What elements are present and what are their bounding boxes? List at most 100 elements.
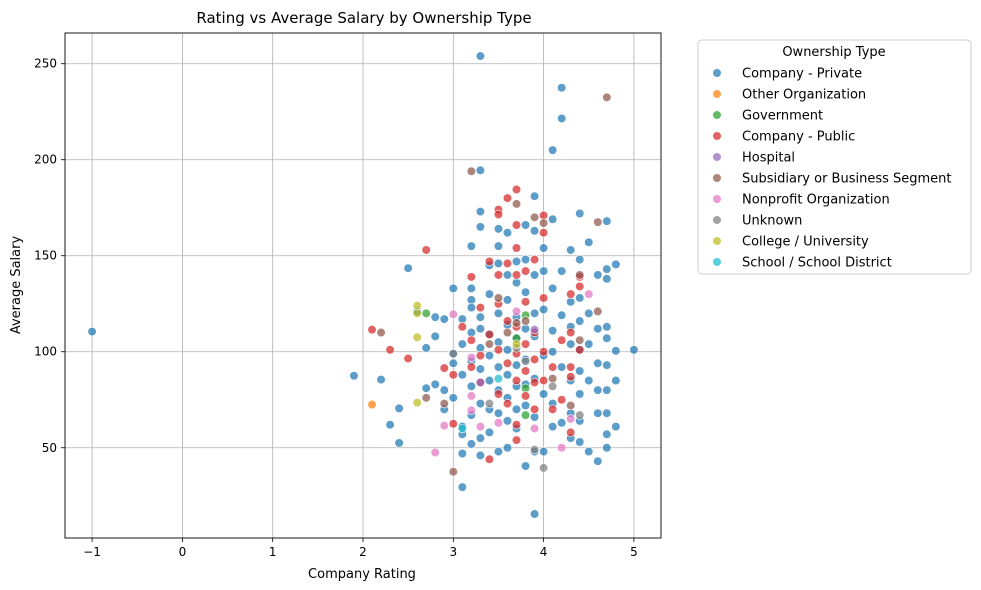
data-point [593, 358, 603, 368]
data-point [412, 301, 422, 311]
data-point [575, 270, 585, 280]
data-point [466, 362, 476, 372]
data-point [475, 324, 485, 334]
data-point [539, 218, 549, 228]
data-point [484, 289, 495, 299]
series-company-private [87, 51, 639, 519]
data-point [611, 259, 621, 269]
data-point [602, 264, 612, 274]
data-point [475, 312, 485, 322]
legend-marker [712, 257, 722, 267]
x-tick-label: 5 [630, 545, 638, 559]
data-point [466, 391, 476, 401]
data-point [511, 306, 522, 317]
data-point [430, 447, 440, 458]
data-point [403, 263, 413, 273]
data-point [367, 325, 377, 335]
data-point [493, 374, 504, 384]
x-tick-label: −1 [83, 545, 101, 559]
legend-label: Company - Public [742, 130, 855, 145]
data-point [502, 193, 513, 203]
data-point [466, 283, 476, 293]
data-point [511, 375, 522, 386]
data-point [548, 362, 558, 372]
data-point [511, 360, 522, 370]
data-point [575, 437, 585, 447]
y-tick-label: 100 [34, 345, 57, 359]
legend-label: Nonprofit Organization [742, 193, 890, 208]
legend-label: Subsidiary or Business Segment [742, 172, 952, 187]
data-point [520, 356, 531, 366]
data-point [602, 443, 612, 453]
data-point [529, 377, 540, 388]
series-subsidiary-or-business-segment [376, 92, 612, 477]
legend-label: Other Organization [742, 88, 866, 103]
data-point [457, 482, 467, 492]
data-point [602, 322, 612, 332]
data-point [520, 461, 531, 471]
data-point [493, 337, 504, 347]
data-point [566, 414, 576, 424]
data-point [421, 393, 431, 403]
data-point [448, 467, 458, 477]
data-point [466, 272, 476, 282]
data-point [557, 418, 567, 428]
data-point [520, 400, 531, 411]
data-point [511, 339, 522, 349]
data-point [584, 446, 594, 457]
chart-title: Rating vs Average Salary by Ownership Ty… [196, 9, 531, 27]
data-point [502, 228, 513, 238]
series-unknown [448, 343, 585, 473]
data-point [575, 293, 585, 303]
data-point [430, 379, 440, 389]
data-point [548, 422, 558, 432]
data-point [511, 243, 522, 253]
data-point [448, 393, 458, 403]
data-point [529, 354, 540, 365]
data-point [457, 448, 467, 459]
data-point [520, 339, 531, 349]
data-point [575, 410, 585, 420]
data-point [349, 371, 359, 381]
data-point [529, 254, 540, 265]
data-point [475, 302, 485, 313]
data-point [457, 370, 467, 380]
data-point [475, 51, 485, 61]
data-point [430, 312, 440, 322]
x-axis-ticks: −1 0 1 2 3 4 5 [83, 538, 638, 559]
data-point [602, 216, 612, 226]
legend-marker [712, 173, 722, 183]
data-point [484, 339, 495, 349]
x-tick-label: 2 [359, 545, 367, 559]
data-point [557, 310, 567, 320]
data-point [502, 443, 513, 453]
data-point [493, 258, 504, 269]
data-point [548, 145, 558, 155]
data-point [511, 270, 522, 280]
data-point [539, 243, 549, 253]
data-point [448, 309, 458, 319]
data-point [502, 345, 513, 355]
y-tick-label: 150 [34, 249, 57, 263]
data-point [557, 362, 567, 372]
data-point [584, 308, 594, 318]
data-point [448, 283, 458, 293]
data-point [575, 389, 585, 399]
data-point [566, 339, 576, 349]
data-point [575, 366, 585, 376]
series-other-organization [367, 399, 377, 410]
data-point [493, 418, 504, 428]
data-point [520, 297, 531, 307]
data-point [484, 375, 495, 386]
data-point [466, 166, 476, 176]
data-point [439, 314, 449, 324]
data-point [611, 346, 621, 356]
data-point [539, 210, 549, 221]
data-point [448, 358, 458, 368]
data-point [520, 287, 531, 297]
data-point [575, 281, 585, 292]
data-point [466, 381, 476, 391]
data-point [602, 429, 612, 439]
data-point [493, 308, 504, 318]
data-point [529, 226, 540, 236]
